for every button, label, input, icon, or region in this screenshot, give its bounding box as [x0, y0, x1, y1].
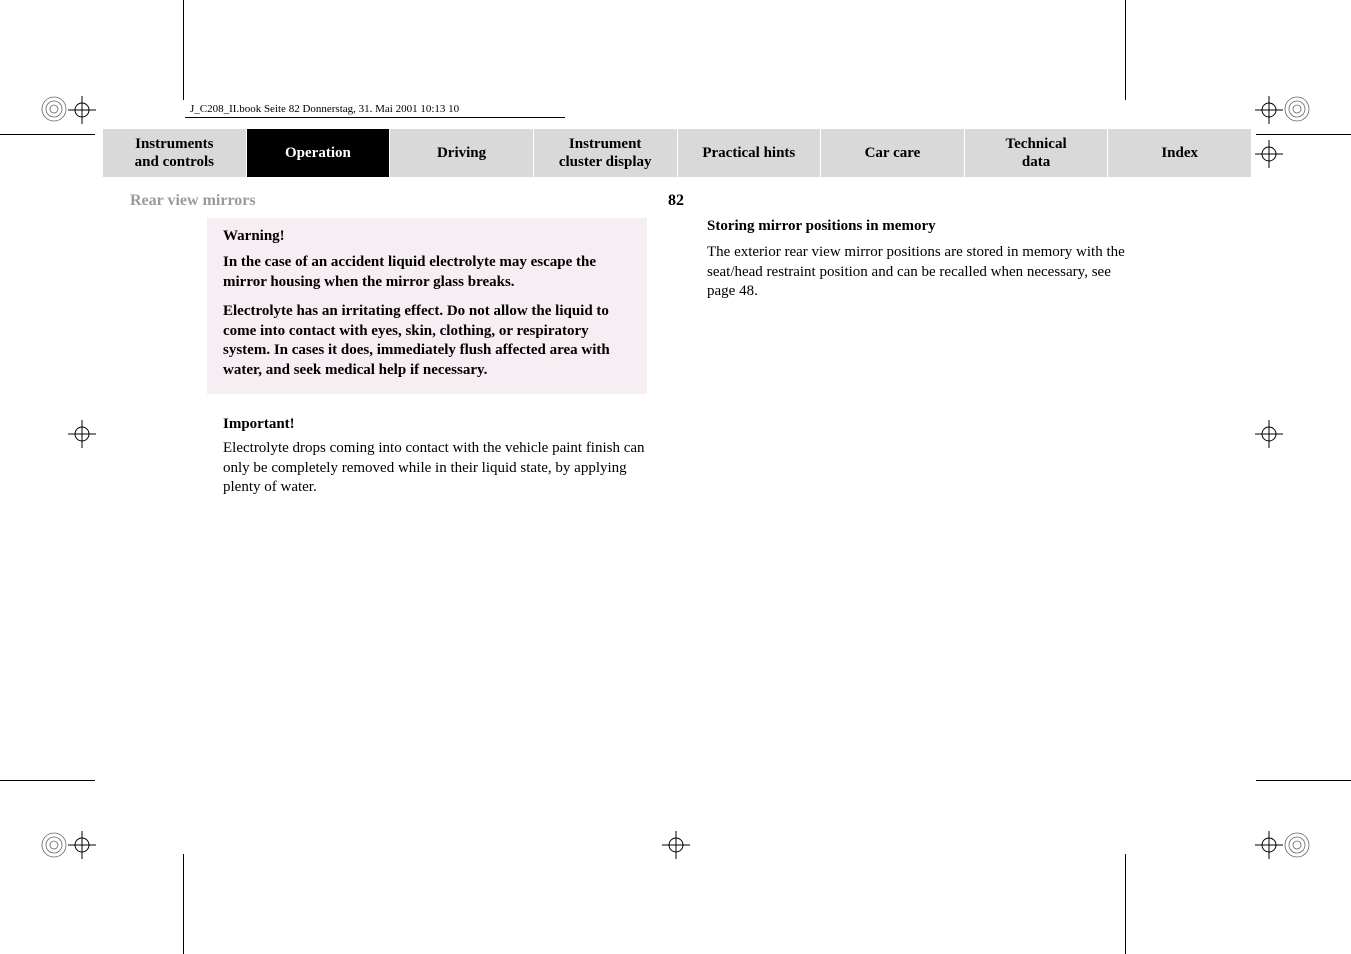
crosshair-icon — [68, 831, 96, 859]
nav-tab-label: Operation — [285, 144, 351, 162]
trim-line — [1256, 780, 1351, 781]
trim-line — [1125, 0, 1126, 100]
nav-tab[interactable]: Instrumentsand controls — [103, 129, 247, 177]
nav-tab[interactable]: Practical hints — [678, 129, 822, 177]
nav-tab[interactable]: Instrumentcluster display — [534, 129, 678, 177]
trim-line — [183, 854, 184, 954]
registration-circle-icon — [40, 95, 68, 123]
important-label: Important! — [223, 416, 647, 433]
warning-paragraph: In the case of an accident liquid electr… — [223, 253, 631, 292]
nav-tab-label: Car care — [865, 144, 921, 162]
warning-paragraph: Electrolyte has an irritating effect. Do… — [223, 302, 631, 380]
nav-tab-label: Instrumentsand controls — [135, 135, 214, 171]
nav-tab-label: Practical hints — [702, 144, 795, 162]
trim-line — [0, 780, 95, 781]
warning-box: Warning! In the case of an accident liqu… — [207, 218, 647, 394]
important-body: Electrolyte drops coming into contact wi… — [223, 439, 647, 498]
running-head: J_C208_II.book Seite 82 Donnerstag, 31. … — [190, 103, 459, 115]
nav-tab[interactable]: Operation — [247, 129, 391, 177]
registration-circle-icon — [40, 831, 68, 859]
crosshair-icon — [662, 831, 690, 859]
right-column: Storing mirror positions in memory The e… — [677, 218, 1251, 498]
section-title: Rear view mirrors — [130, 192, 256, 210]
crosshair-icon — [68, 420, 96, 448]
content-columns: Warning! In the case of an accident liqu… — [103, 218, 1251, 498]
nav-tab[interactable]: Index — [1108, 129, 1251, 177]
left-column: Warning! In the case of an accident liqu… — [103, 218, 677, 498]
crosshair-icon — [1255, 96, 1283, 124]
nav-tab-label: Index — [1161, 144, 1198, 162]
registration-circle-icon — [1283, 95, 1311, 123]
registration-circle-icon — [1283, 831, 1311, 859]
crosshair-icon — [1255, 140, 1283, 168]
crosshair-icon — [68, 96, 96, 124]
section-title-row: Rear view mirrors — [130, 192, 730, 210]
trim-line — [183, 0, 184, 100]
trim-line — [1256, 134, 1351, 135]
right-heading: Storing mirror positions in memory — [707, 218, 1131, 235]
page-number: 82 — [668, 192, 684, 210]
nav-bar: Instrumentsand controls Operation Driving I… — [103, 129, 1251, 177]
crosshair-icon — [1255, 420, 1283, 448]
nav-tab-label: Technicaldata — [1006, 135, 1067, 171]
nav-tab[interactable]: Technicaldata — [965, 129, 1109, 177]
nav-tab[interactable]: Driving — [390, 129, 534, 177]
nav-tab[interactable]: Car care — [821, 129, 965, 177]
nav-tab-label: Driving — [437, 144, 486, 162]
right-body: The exterior rear view mirror positions … — [707, 243, 1131, 302]
trim-line — [0, 134, 95, 135]
nav-tab-label: Instrumentcluster display — [559, 135, 652, 171]
trim-line — [1125, 854, 1126, 954]
crosshair-icon — [1255, 831, 1283, 859]
header-rule — [185, 117, 565, 118]
warning-label: Warning! — [223, 228, 631, 245]
